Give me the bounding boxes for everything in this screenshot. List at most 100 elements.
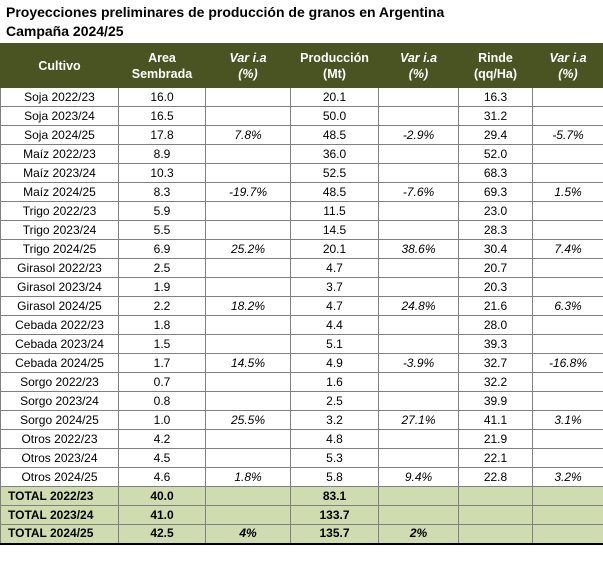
- value-cell: 68.3: [458, 163, 533, 183]
- value-cell: 9.4%: [378, 467, 459, 487]
- value-cell: [205, 163, 291, 183]
- value-cell: 38.6%: [378, 239, 459, 259]
- header-var-area: Var i.a (%): [205, 43, 291, 88]
- value-cell: 5.5: [118, 220, 206, 240]
- table-row: Soja 2024/25 17.8 7.8% 48.5 -2.9% 29.4 -5.7%: [0, 125, 603, 145]
- crop-label-cell: Maíz 2022/23: [0, 144, 119, 164]
- value-cell: 22.1: [458, 448, 533, 468]
- value-cell: [205, 372, 291, 392]
- value-cell: 39.3: [458, 334, 533, 354]
- value-cell: 4.2: [118, 429, 206, 449]
- crop-label-cell: Soja 2024/25: [0, 125, 119, 145]
- value-cell: 32.2: [458, 372, 533, 392]
- title-block: Proyecciones preliminares de producción …: [0, 0, 603, 43]
- value-cell: 50.0: [290, 106, 379, 126]
- crop-label-cell: Maíz 2023/24: [0, 163, 119, 183]
- value-cell: 6.9: [118, 239, 206, 259]
- header-sublabel: (%): [558, 66, 578, 81]
- value-cell: 0.8: [118, 391, 206, 411]
- value-cell: 20.1: [290, 239, 379, 259]
- value-cell: [532, 448, 603, 468]
- header-cultivo: Cultivo: [0, 43, 119, 88]
- value-cell: [532, 372, 603, 392]
- table-row: Cebada 2024/25 1.7 14.5% 4.9 -3.9% 32.7 -16.8%: [0, 353, 603, 373]
- value-cell: 3.7: [290, 277, 379, 297]
- value-cell: [205, 106, 291, 126]
- value-cell: [205, 144, 291, 164]
- value-cell: -3.9%: [378, 353, 459, 373]
- value-cell: 1.8%: [205, 467, 291, 487]
- value-cell: [378, 448, 459, 468]
- header-label: Producción: [300, 50, 369, 65]
- crop-label-cell: Otros 2022/23: [0, 429, 119, 449]
- value-cell: 7.4%: [532, 239, 603, 259]
- crop-label-cell: Otros 2023/24: [0, 448, 119, 468]
- value-cell: 8.3: [118, 182, 206, 202]
- crop-label-cell: Cebada 2023/24: [0, 334, 119, 354]
- value-cell: [205, 277, 291, 297]
- value-cell: [532, 391, 603, 411]
- crop-label-cell: Maíz 2024/25: [0, 182, 119, 202]
- value-cell: 25.5%: [205, 410, 291, 430]
- value-cell: 20.7: [458, 258, 533, 278]
- table-row: Sorgo 2022/23 0.7 1.6 32.2: [0, 372, 603, 392]
- value-cell: [378, 201, 459, 221]
- value-cell: -7.6%: [378, 182, 459, 202]
- value-cell: [378, 334, 459, 354]
- value-cell: [205, 87, 291, 107]
- value-cell: [205, 315, 291, 335]
- value-cell: [378, 87, 459, 107]
- table-row: Cebada 2023/24 1.5 5.1 39.3: [0, 334, 603, 354]
- value-cell: 42.5: [118, 524, 206, 544]
- crop-label-cell: Soja 2022/23: [0, 87, 119, 107]
- header-row: Cultivo Area Sembrada Var i.a (%) Produc…: [0, 43, 603, 88]
- value-cell: [205, 505, 291, 525]
- value-cell: 20.3: [458, 277, 533, 297]
- value-cell: 22.8: [458, 467, 533, 487]
- crop-label-cell: Otros 2024/25: [0, 467, 119, 487]
- value-cell: 4.4: [290, 315, 379, 335]
- crop-label-cell: Girasol 2024/25: [0, 296, 119, 316]
- value-cell: 3.2: [290, 410, 379, 430]
- header-sublabel: (%): [408, 66, 429, 81]
- crop-label-cell: Cebada 2022/23: [0, 315, 119, 335]
- value-cell: 4.6: [118, 467, 206, 487]
- value-cell: 48.5: [290, 125, 379, 145]
- value-cell: [205, 391, 291, 411]
- header-label: Area: [148, 50, 176, 65]
- value-cell: [378, 429, 459, 449]
- total-row: TOTAL 2022/23 40.0 83.1: [0, 486, 603, 506]
- value-cell: 48.5: [290, 182, 379, 202]
- table-row: Trigo 2024/25 6.9 25.2% 20.1 38.6% 30.4 7.4%: [0, 239, 603, 259]
- value-cell: [532, 163, 603, 183]
- crop-label-cell: Cebada 2024/25: [0, 353, 119, 373]
- value-cell: -19.7%: [205, 182, 291, 202]
- value-cell: 4%: [205, 524, 291, 544]
- value-cell: [205, 429, 291, 449]
- value-cell: 36.0: [290, 144, 379, 164]
- value-cell: 0.7: [118, 372, 206, 392]
- header-label: Rinde: [478, 50, 513, 65]
- value-cell: 11.5: [290, 201, 379, 221]
- crop-label-cell: Sorgo 2024/25: [0, 410, 119, 430]
- value-cell: 2.5: [290, 391, 379, 411]
- header-label: Var i.a: [399, 50, 438, 65]
- crop-label-cell: Soja 2023/24: [0, 106, 119, 126]
- table-row: Girasol 2023/24 1.9 3.7 20.3: [0, 277, 603, 297]
- header-sublabel: (%): [238, 66, 258, 81]
- value-cell: 20.1: [290, 87, 379, 107]
- value-cell: 135.7: [290, 524, 379, 544]
- value-cell: 32.7: [458, 353, 533, 373]
- value-cell: [378, 277, 459, 297]
- value-cell: 39.9: [458, 391, 533, 411]
- header-rinde: Rinde (qq/Ha): [458, 43, 533, 88]
- total-row: TOTAL 2023/24 41.0 133.7: [0, 505, 603, 525]
- value-cell: [378, 486, 459, 506]
- value-cell: 29.4: [458, 125, 533, 145]
- value-cell: [378, 163, 459, 183]
- table-row: Otros 2023/24 4.5 5.3 22.1: [0, 448, 603, 468]
- value-cell: 1.0: [118, 410, 206, 430]
- value-cell: [378, 258, 459, 278]
- value-cell: 4.8: [290, 429, 379, 449]
